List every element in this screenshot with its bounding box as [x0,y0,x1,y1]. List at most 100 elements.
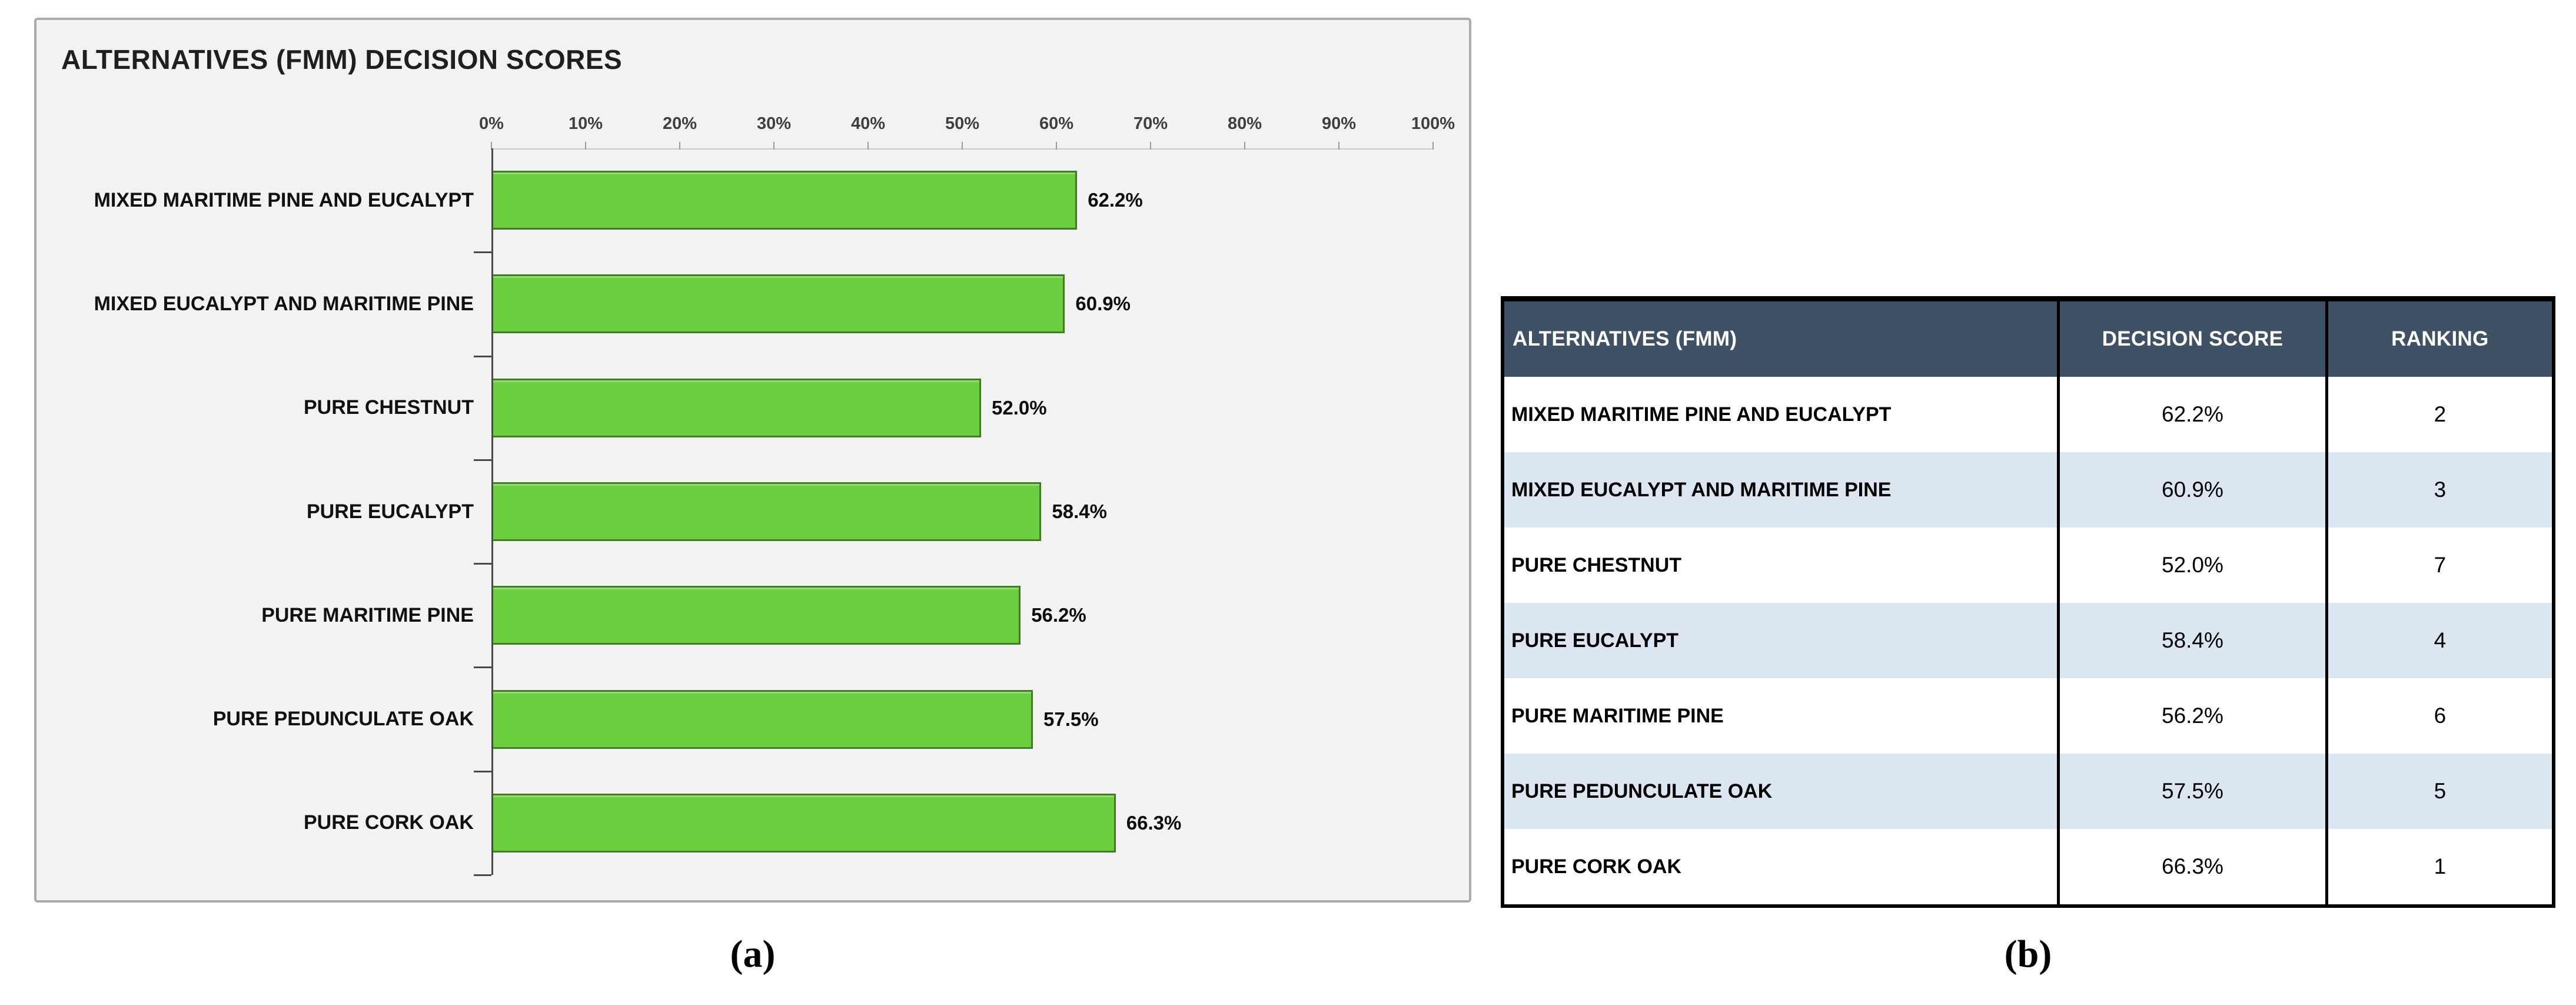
bar-area: 58.4% [491,460,1433,563]
category-tick-mark [474,770,491,772]
table-panel: ALTERNATIVES (FMM) DECISION SCORE RANKING … [1501,296,2555,908]
table-row: PURE EUCALYPT 58.4% 4 [1504,603,2552,678]
bar-value-label: 62.2% [1088,189,1143,211]
table-header-cell: ALTERNATIVES (FMM) [1504,301,2059,377]
bar [491,482,1042,541]
decision-score-cell: 57.5% [2057,754,2327,829]
x-tick-mark [962,142,963,150]
bar-value-label: 60.9% [1075,293,1131,315]
bar-value-label: 66.3% [1126,811,1182,834]
caption-b: (b) [2004,933,2052,976]
ranking-cell: 2 [2325,377,2552,452]
category-label: PURE CHESTNUT [303,396,474,419]
table-row: PURE MARITIME PINE 56.2% 6 [1504,678,2552,754]
bar-row: PURE MARITIME PINE 56.2% [51,563,1433,667]
decision-score-cell: 58.4% [2057,603,2327,678]
x-tick-mark [1432,142,1434,150]
chart-plot-area: MIXED MARITIME PINE AND EUCALYPT 62.2% MIX… [51,114,1455,876]
x-tick-mark [867,142,869,150]
bar-row: PURE PEDUNCULATE OAK 57.5% [51,667,1433,771]
x-tick-label: 10% [568,114,603,133]
bar [491,171,1078,230]
category-tick-mark [474,251,491,254]
category-axis [474,148,493,876]
bar-area: 62.2% [491,148,1433,252]
ranking-cell: 3 [2325,452,2552,528]
category-tick-mark [474,355,491,357]
ranking-cell: 5 [2325,754,2552,829]
x-tick-mark [773,142,775,150]
decision-score-cell: 52.0% [2057,528,2327,603]
category-label: PURE MARITIME PINE [261,603,474,626]
caption-a: (a) [730,933,776,976]
decision-score-cell: 62.2% [2057,377,2327,452]
x-tick-mark [1056,142,1057,150]
bar-value-label: 52.0% [992,396,1047,419]
ranking-cell: 4 [2325,603,2552,678]
category-label: MIXED EUCALYPT AND MARITIME PINE [94,293,474,316]
bar-area: 60.9% [491,252,1433,356]
bar [491,586,1021,645]
category-label: MIXED MARITIME PINE AND EUCALYPT [94,188,474,211]
decision-score-cell: 56.2% [2057,678,2327,754]
x-tick-mark [1244,142,1245,150]
ranking-cell: 1 [2325,829,2552,904]
x-tick-label: 90% [1321,114,1357,133]
ranking-cell: 6 [2325,678,2552,754]
category-label: PURE CORK OAK [303,811,474,834]
x-tick-label: 40% [850,114,886,133]
alternative-cell: PURE CORK OAK [1511,855,1682,878]
bar-value-label: 57.5% [1043,708,1099,730]
decision-score-cell: 66.3% [2057,829,2327,904]
bar [491,274,1065,334]
bar-row: PURE CORK OAK 66.3% [51,771,1433,875]
table-row: PURE PEDUNCULATE OAK 57.5% 5 [1504,754,2552,829]
x-tick-label: 60% [1039,114,1074,133]
table-row: MIXED EUCALYPT AND MARITIME PINE 60.9% 3 [1504,452,2552,528]
decision-score-table: ALTERNATIVES (FMM) DECISION SCORE RANKING … [1504,301,2552,904]
x-tick-label: 0% [479,114,504,133]
bar-area: 57.5% [491,667,1433,771]
category-tick-mark [474,563,491,565]
table-header-cell: DECISION SCORE [2057,301,2327,377]
x-tick-label: 20% [662,114,697,133]
table-row: PURE CHESTNUT 52.0% 7 [1504,528,2552,603]
chart-title: ALTERNATIVES (FMM) DECISION SCORES [61,44,623,75]
x-tick-label: 80% [1227,114,1262,133]
x-tick-mark [1338,142,1339,150]
alternative-cell: PURE PEDUNCULATE OAK [1511,780,1773,802]
table-row: PURE CORK OAK 66.3% 1 [1504,829,2552,904]
alternative-cell: MIXED MARITIME PINE AND EUCALYPT [1511,403,1892,426]
x-tick-label: 100% [1411,114,1455,133]
x-tick-mark [679,142,680,150]
x-tick-label: 30% [756,114,792,133]
alternative-cell: PURE MARITIME PINE [1511,704,1724,727]
category-tick-mark [474,459,491,461]
x-axis: 0% 10% 20% 30% 40% 50% 60% 70% 80% 90% 100% [479,114,1455,150]
bar-value-label: 56.2% [1031,604,1086,626]
table-header-row: ALTERNATIVES (FMM) DECISION SCORE RANKING [1504,301,2552,377]
bar-value-label: 58.4% [1052,500,1107,522]
alternative-cell: MIXED EUCALYPT AND MARITIME PINE [1511,478,1892,501]
bar-row: MIXED MARITIME PINE AND EUCALYPT 62.2% [51,148,1433,252]
category-tick-mark [474,666,491,669]
bar [491,689,1033,749]
bar [491,793,1116,853]
bar-area: 52.0% [491,356,1433,460]
bar-row: PURE CHESTNUT 52.0% [51,356,1433,460]
alternative-cell: PURE EUCALYPT [1511,629,1679,652]
alternative-cell: PURE CHESTNUT [1511,553,1682,576]
bar-rows: MIXED MARITIME PINE AND EUCALYPT 62.2% MIX… [51,148,1433,875]
x-tick-mark [585,142,586,150]
category-label: PURE PEDUNCULATE OAK [212,708,474,731]
bar-area: 56.2% [491,563,1433,667]
x-tick-label: 70% [1133,114,1168,133]
bar-area: 66.3% [491,771,1433,875]
table-header-cell: RANKING [2325,301,2552,377]
x-tick-label: 50% [945,114,980,133]
category-tick-mark [474,874,491,876]
bar-row: PURE EUCALYPT 58.4% [51,460,1433,563]
x-tick-mark [1150,142,1151,150]
table-row: MIXED MARITIME PINE AND EUCALYPT 62.2% 2 [1504,377,2552,452]
category-label: PURE EUCALYPT [306,500,474,523]
